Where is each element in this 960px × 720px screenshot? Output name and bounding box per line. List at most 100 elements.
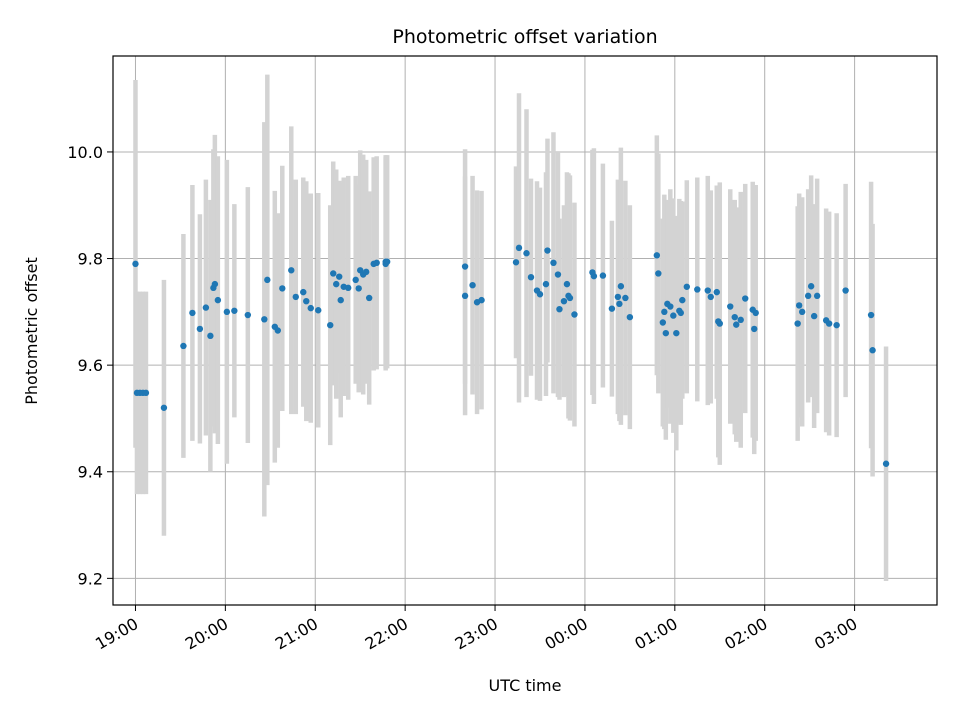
data-point: [653, 252, 661, 259]
data-point: [608, 305, 616, 312]
data-point: [132, 260, 139, 268]
data-point: [599, 272, 607, 279]
data-point: [223, 308, 231, 316]
data-point: [798, 308, 806, 316]
x-axis-label: UTC time: [489, 676, 562, 695]
data-point: [542, 280, 550, 288]
data-point: [383, 258, 391, 265]
data-point: [833, 321, 840, 329]
data-point: [330, 270, 337, 277]
data-point: [752, 309, 759, 317]
data-point: [512, 259, 520, 266]
data-point: [478, 296, 485, 304]
data-point: [189, 309, 196, 317]
data-point: [300, 288, 307, 296]
data-point: [355, 285, 362, 292]
data-point: [292, 293, 299, 301]
data-point: [737, 316, 744, 324]
data-point: [244, 311, 252, 319]
data-point: [274, 327, 281, 334]
data-point: [590, 272, 598, 280]
data-point: [556, 305, 563, 313]
data-point: [461, 292, 469, 300]
data-point: [707, 293, 714, 301]
data-point: [733, 321, 740, 328]
data-point: [616, 300, 623, 308]
data-point: [211, 280, 219, 288]
data-point: [667, 303, 674, 310]
data-point: [794, 320, 801, 327]
data-point: [231, 307, 238, 314]
data-point: [614, 293, 622, 301]
data-point: [882, 460, 890, 467]
y-tick-label: 9.6: [78, 356, 103, 375]
data-point: [536, 291, 544, 298]
data-point: [563, 280, 571, 288]
data-point: [825, 320, 833, 327]
data-point: [626, 313, 634, 321]
data-point: [288, 267, 295, 274]
data-point: [655, 270, 662, 277]
data-points: [132, 244, 890, 467]
data-point: [869, 347, 876, 354]
data-point: [704, 287, 711, 294]
data-point: [196, 325, 204, 333]
data-point: [207, 332, 214, 340]
data-point: [727, 303, 734, 310]
data-point: [713, 288, 720, 296]
data-point: [617, 283, 625, 290]
data-point: [527, 273, 535, 281]
y-tick-label: 9.8: [78, 250, 103, 269]
data-point: [327, 321, 334, 329]
data-point: [303, 297, 310, 305]
data-point: [622, 294, 629, 302]
data-point: [554, 271, 562, 278]
data-point: [333, 280, 340, 288]
data-point: [683, 283, 691, 290]
data-point: [142, 389, 150, 397]
data-point: [807, 283, 815, 290]
y-tick-label: 9.4: [78, 463, 103, 482]
data-point: [523, 250, 530, 257]
data-point: [571, 311, 578, 318]
data-point: [336, 273, 343, 280]
data-point: [813, 292, 821, 300]
data-point: [362, 268, 370, 276]
data-point: [566, 294, 574, 302]
data-point: [307, 304, 314, 312]
data-point: [469, 281, 476, 289]
y-tick-label: 10.0: [67, 143, 103, 162]
plot-frame: [112, 55, 938, 606]
data-point: [461, 263, 469, 270]
data-point: [731, 313, 738, 321]
data-point: [352, 276, 359, 284]
data-point: [202, 304, 210, 311]
data-point: [515, 244, 523, 252]
data-point: [842, 287, 849, 294]
data-point: [315, 307, 322, 314]
y-axis-label: Photometric offset: [22, 257, 41, 405]
data-point: [670, 312, 677, 319]
data-point: [742, 295, 749, 302]
data-point: [673, 329, 680, 337]
data-point: [544, 247, 551, 254]
data-point: [214, 296, 222, 304]
data-point: [661, 308, 668, 316]
chart-title: Photometric offset variation: [392, 26, 657, 48]
data-point: [373, 259, 380, 267]
data-point: [160, 404, 168, 411]
data-point: [795, 302, 803, 309]
data-point: [345, 284, 352, 292]
data-point: [679, 296, 686, 304]
data-point: [365, 294, 373, 302]
data-point: [550, 259, 557, 267]
data-point: [261, 316, 268, 323]
data-point: [804, 292, 812, 300]
data-point: [264, 276, 271, 284]
data-point: [659, 319, 667, 326]
data-point: [279, 285, 286, 292]
data-point: [677, 309, 685, 317]
data-point: [337, 296, 344, 304]
data-point: [662, 329, 670, 337]
